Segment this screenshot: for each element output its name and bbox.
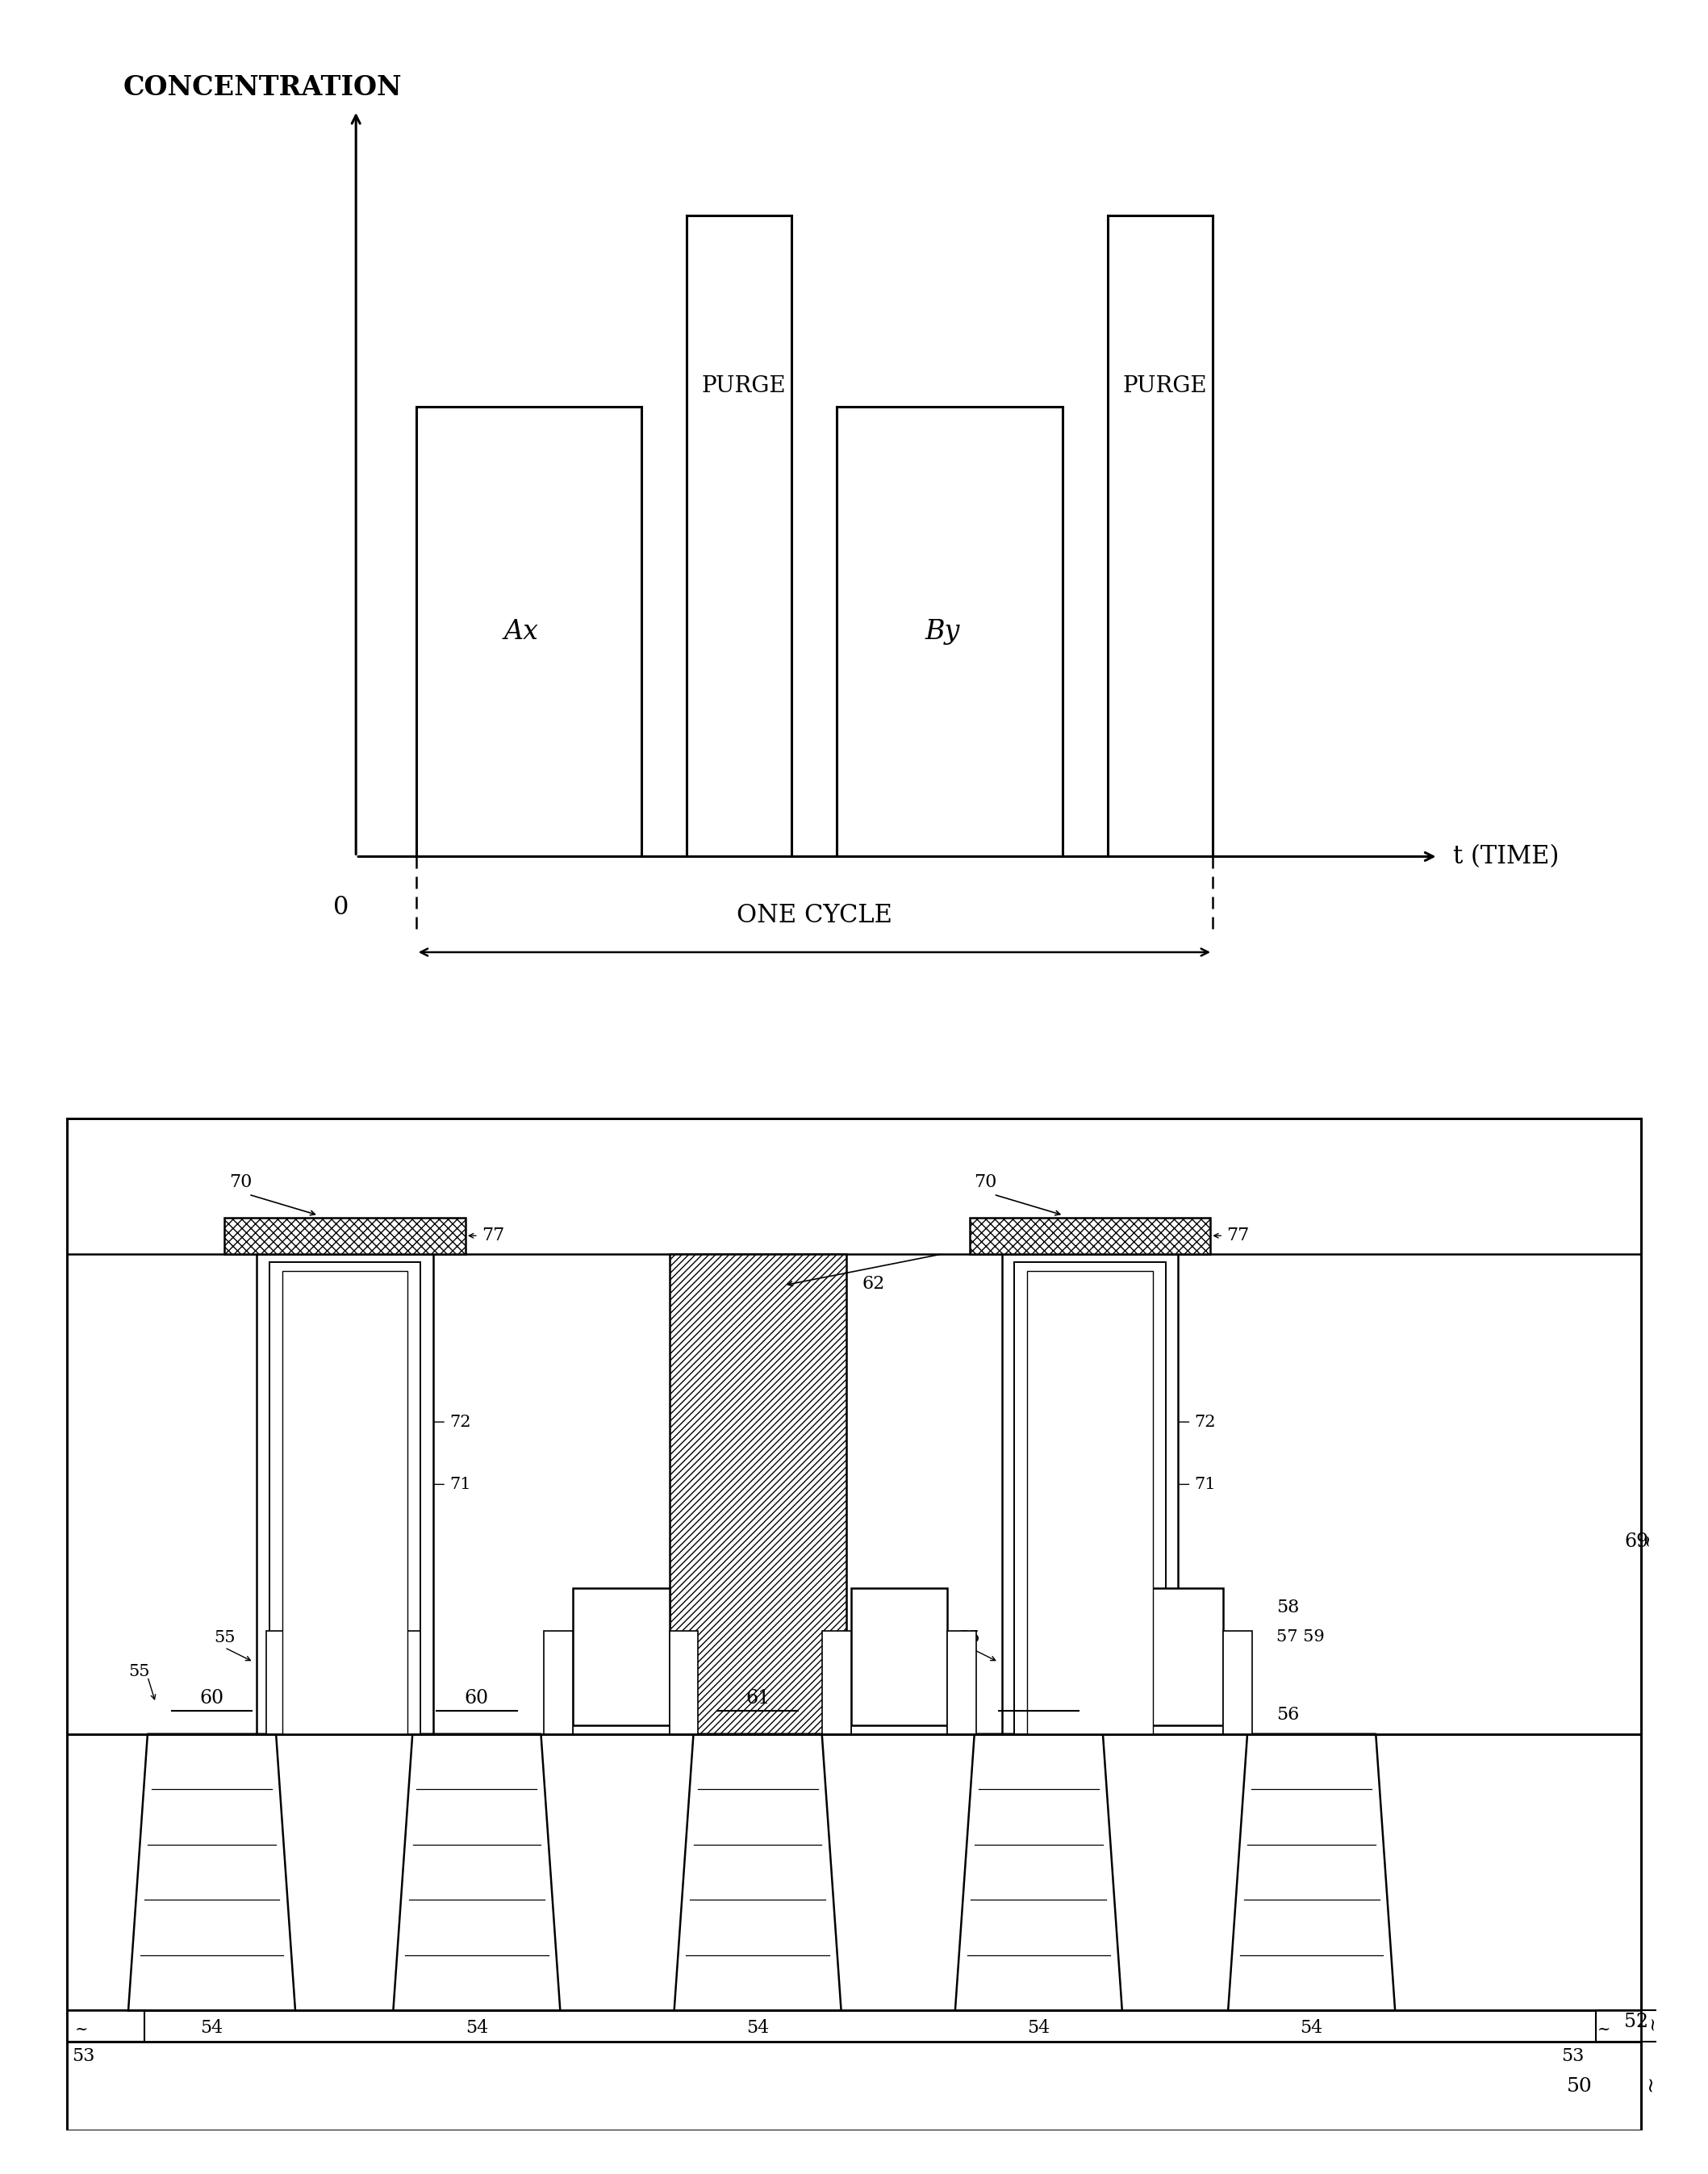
Text: 55: 55 <box>128 1663 150 1678</box>
Text: 72: 72 <box>1194 1415 1216 1430</box>
Text: 55: 55 <box>214 1630 236 1646</box>
Bar <box>67 2011 145 2041</box>
Bar <box>67 2041 1641 2131</box>
Text: ONE CYCLE: ONE CYCLE <box>736 902 892 928</box>
Bar <box>851 1726 948 1735</box>
Bar <box>822 1630 851 1735</box>
Text: 54: 54 <box>465 2020 488 2037</box>
Text: 57 59: 57 59 <box>1276 1630 1324 1646</box>
Text: 77: 77 <box>1226 1226 1249 1244</box>
Bar <box>391 1630 420 1735</box>
Bar <box>545 1630 572 1735</box>
Text: 60: 60 <box>200 1689 224 1709</box>
Text: ~: ~ <box>1641 2020 1658 2033</box>
Text: ~: ~ <box>1638 1535 1652 1548</box>
Text: 54: 54 <box>1300 2020 1324 2037</box>
Bar <box>67 1735 1641 2011</box>
Text: 62: 62 <box>863 1274 885 1294</box>
Bar <box>256 1254 434 1735</box>
Bar <box>67 2011 1641 2041</box>
Bar <box>948 1630 975 1735</box>
Text: 71: 71 <box>449 1476 471 1491</box>
Bar <box>1015 1263 1165 1735</box>
Text: 54: 54 <box>1027 2020 1050 2037</box>
Text: 60: 60 <box>465 1689 488 1709</box>
Bar <box>270 1263 420 1735</box>
Bar <box>266 1630 295 1735</box>
Bar <box>282 1270 408 1735</box>
Text: 58: 58 <box>1276 1598 1300 1615</box>
Bar <box>572 1726 670 1735</box>
Bar <box>670 1254 845 1735</box>
Bar <box>572 1587 670 1726</box>
Text: 70: 70 <box>974 1174 997 1191</box>
Bar <box>295 1587 391 1726</box>
Text: 53: 53 <box>1561 2048 1585 2065</box>
Bar <box>670 1630 699 1735</box>
Text: 55: 55 <box>958 1630 980 1646</box>
Bar <box>970 1217 1211 1254</box>
Text: ~: ~ <box>75 2022 89 2037</box>
Text: 56: 56 <box>1276 1707 1300 1724</box>
Text: Ax: Ax <box>504 620 538 646</box>
Text: 69: 69 <box>1624 1533 1648 1552</box>
Text: 53: 53 <box>72 2048 96 2065</box>
Text: 71: 71 <box>1194 1476 1216 1491</box>
Text: 77: 77 <box>482 1226 504 1244</box>
Text: PURGE: PURGE <box>1122 376 1208 398</box>
Bar <box>1127 1587 1223 1726</box>
Bar <box>1127 1726 1223 1735</box>
Text: 50: 50 <box>1566 2076 1592 2096</box>
Bar <box>1001 1254 1179 1735</box>
Text: 55: 55 <box>931 1663 953 1678</box>
Bar <box>1098 1630 1127 1735</box>
Bar <box>1223 1630 1252 1735</box>
Bar <box>1595 2011 1672 2041</box>
Bar <box>295 1726 391 1735</box>
Bar <box>225 1217 466 1254</box>
Bar <box>1028 1270 1153 1735</box>
Text: By: By <box>924 620 960 646</box>
Text: PURGE: PURGE <box>702 376 786 398</box>
Text: 52: 52 <box>1624 2013 1648 2031</box>
Bar <box>67 1254 1641 1735</box>
Text: ~: ~ <box>1638 2078 1657 2094</box>
Text: t (TIME): t (TIME) <box>1454 844 1559 870</box>
Text: 72: 72 <box>449 1415 471 1430</box>
Text: 54: 54 <box>746 2020 769 2037</box>
Text: 61: 61 <box>745 1689 770 1709</box>
Text: CONCENTRATION: CONCENTRATION <box>123 74 401 100</box>
Bar <box>851 1587 948 1726</box>
Text: 70: 70 <box>229 1174 253 1191</box>
Text: ~: ~ <box>1597 2022 1611 2037</box>
Text: 54: 54 <box>200 2020 224 2037</box>
Text: 0: 0 <box>333 896 348 920</box>
Text: 60: 60 <box>1027 1689 1050 1709</box>
